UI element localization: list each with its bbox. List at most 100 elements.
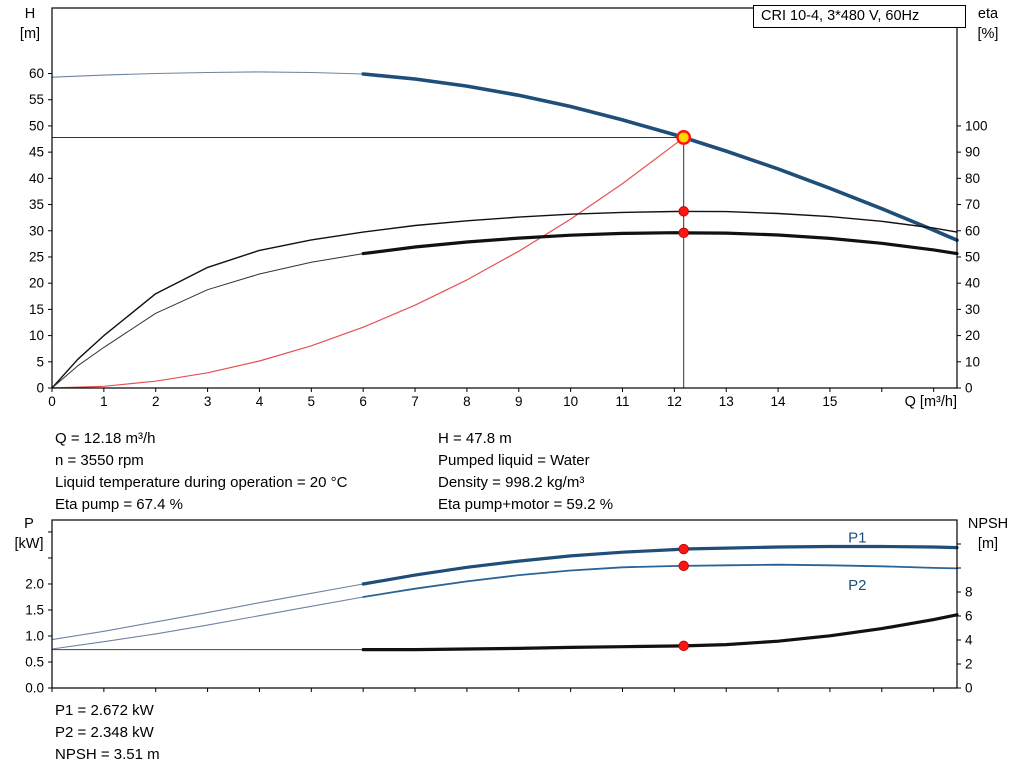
y-left-tick-label: 40 (29, 171, 44, 186)
y-left-tick-label: 2.0 (25, 576, 44, 591)
duty-info-right-column: H = 47.8 m Pumped liquid = Water Density… (438, 428, 613, 516)
x-tick-label: 10 (563, 394, 578, 409)
x-tick-label: 0 (48, 394, 56, 409)
y-left-tick-label: 25 (29, 249, 44, 264)
hq-eta-chart: 0 1 2 3 4 5 6 7 8 9 10 11 12 13 14 15051015202530354045… (29, 7, 988, 409)
x-tick-label: 13 (719, 394, 734, 409)
duty-marker-dot (678, 543, 689, 555)
npsh-axis-unit: [m] (977, 536, 999, 552)
y-left-tick-label: 0.5 (25, 654, 44, 669)
h-axis-unit: [m] (19, 26, 41, 42)
y-left-tick-label: 1.5 (25, 602, 44, 617)
duty-marker-dot (678, 227, 689, 239)
curve-label-P2: P2 (848, 577, 866, 594)
x-tick-label: 14 (771, 394, 787, 409)
curve-eta-pump (51, 210, 958, 389)
y-left-tick-label: 50 (29, 118, 44, 133)
y-right-tick-label: 0 (965, 381, 973, 396)
h-axis-title: H [m] (8, 4, 52, 44)
eta-axis-title-line: eta (977, 6, 999, 22)
plot-frame (51, 7, 958, 389)
duty-marker-dot (678, 640, 689, 652)
y-left-tick-label: 20 (29, 276, 44, 291)
x-tick-label: 2 (152, 394, 160, 409)
y-right-tick-label: 20 (965, 328, 980, 343)
y-left-tick-label: 30 (29, 223, 44, 238)
info-line-liquid-temp: Liquid temperature during operation = 20… (55, 474, 348, 491)
y-left-tick-label: 5 (36, 354, 44, 369)
x-tick-label: 3 (204, 394, 212, 409)
p-axis-unit: [kW] (14, 536, 44, 552)
info-line-p2: P2 = 2.348 kW (55, 724, 154, 741)
info-line-h: H = 47.8 m (438, 430, 512, 447)
npsh-axis-title: NPSH [m] (958, 514, 1018, 554)
curve-hq-low (51, 71, 364, 78)
y-right-tick-label: 50 (965, 249, 980, 264)
info-line-eta-pump: Eta pump = 67.4 % (55, 496, 183, 513)
y-left-tick-label: 1.0 (25, 628, 44, 643)
info-line-eta-pump-motor: Eta pump+motor = 59.2 % (438, 496, 614, 513)
y-left-tick-label: 0 (36, 381, 44, 396)
info-line-pumped-liquid: Pumped liquid = Water (438, 452, 590, 469)
p-axis-title: P [kW] (6, 514, 52, 554)
info-line-speed: n = 3550 rpm (55, 452, 144, 469)
y-right-tick-label: 80 (965, 171, 980, 186)
x-tick-label: 1 (100, 394, 108, 409)
y-right-tick-label: 4 (965, 633, 973, 648)
y-right-tick-label: 8 (965, 585, 973, 600)
info-line-q: Q = 12.18 m³/h (55, 430, 156, 447)
x-tick-label: 5 (308, 394, 316, 409)
y-right-tick-label: 90 (965, 145, 980, 160)
y-right-tick-label: 10 (965, 354, 980, 369)
x-tick-label: 11 (615, 394, 629, 409)
curve-system (51, 136, 685, 389)
y-right-tick-label: 30 (965, 302, 980, 317)
x-tick-label: 9 (515, 394, 523, 409)
curve-label-P1: P1 (848, 529, 866, 546)
y-right-tick-label: 70 (965, 197, 980, 212)
y-right-tick-label: 60 (965, 223, 980, 238)
y-left-tick-label: 55 (29, 92, 44, 107)
curve-p2-low (51, 596, 364, 650)
duty-info-left-column: Q = 12.18 m³/h n = 3550 rpm Liquid tempe… (55, 428, 347, 516)
y-left-tick-label: 45 (29, 145, 44, 160)
curve-eta-pump-motor-low (51, 253, 364, 389)
x-tick-label: 12 (667, 394, 682, 409)
y-left-tick-label: 60 (29, 66, 44, 81)
plot-frame (51, 519, 958, 689)
pump-title-box: CRI 10-4, 3*480 V, 60Hz (753, 5, 966, 28)
h-axis-title-line: H (24, 6, 36, 22)
y-right-tick-label: 40 (965, 276, 980, 291)
y-right-tick-label: 100 (965, 118, 988, 133)
x-tick-label: 7 (411, 394, 419, 409)
y-left-tick-label: 35 (29, 197, 44, 212)
x-tick-label: 8 (463, 394, 471, 409)
y-right-tick-label: 6 (965, 609, 973, 624)
info-line-npsh: NPSH = 3.51 m (55, 746, 160, 763)
info-line-p1: P1 = 2.672 kW (55, 702, 154, 719)
curve-hq (361, 72, 959, 242)
info-line-density: Density = 998.2 kg/m³ (438, 474, 585, 491)
y-right-tick-label: 0 (965, 681, 973, 696)
q-axis-title: Q [m³/h] (904, 394, 957, 410)
y-left-tick-label: 0.0 (25, 681, 44, 696)
x-tick-label: 4 (256, 394, 264, 409)
curve-eta-pump-motor (361, 231, 959, 256)
x-tick-label: 6 (359, 394, 367, 409)
p-axis-title-line: P (24, 516, 34, 532)
y-left-tick-label: 15 (29, 302, 44, 317)
curve-npsh (361, 613, 959, 652)
npsh-axis-title-line: NPSH (967, 516, 1009, 532)
eta-axis-unit: [%] (977, 26, 999, 42)
duty-marker-dot (678, 560, 689, 572)
eta-axis-title: eta [%] (962, 4, 1014, 44)
y-left-tick-label: 10 (29, 328, 44, 343)
y-right-tick-label: 2 (965, 657, 973, 672)
x-tick-label: 15 (822, 394, 837, 409)
power-info-column: P1 = 2.672 kW P2 = 2.348 kW NPSH = 3.51 … (55, 700, 160, 766)
curve-p1-low (51, 583, 364, 641)
duty-marker-dot (678, 206, 689, 217)
duty-point-marker (676, 130, 692, 145)
power-npsh-chart: 0.0 0.5 1.0 1.5 2.0 0 2 4 6 8 P1 P2 (25, 519, 973, 696)
